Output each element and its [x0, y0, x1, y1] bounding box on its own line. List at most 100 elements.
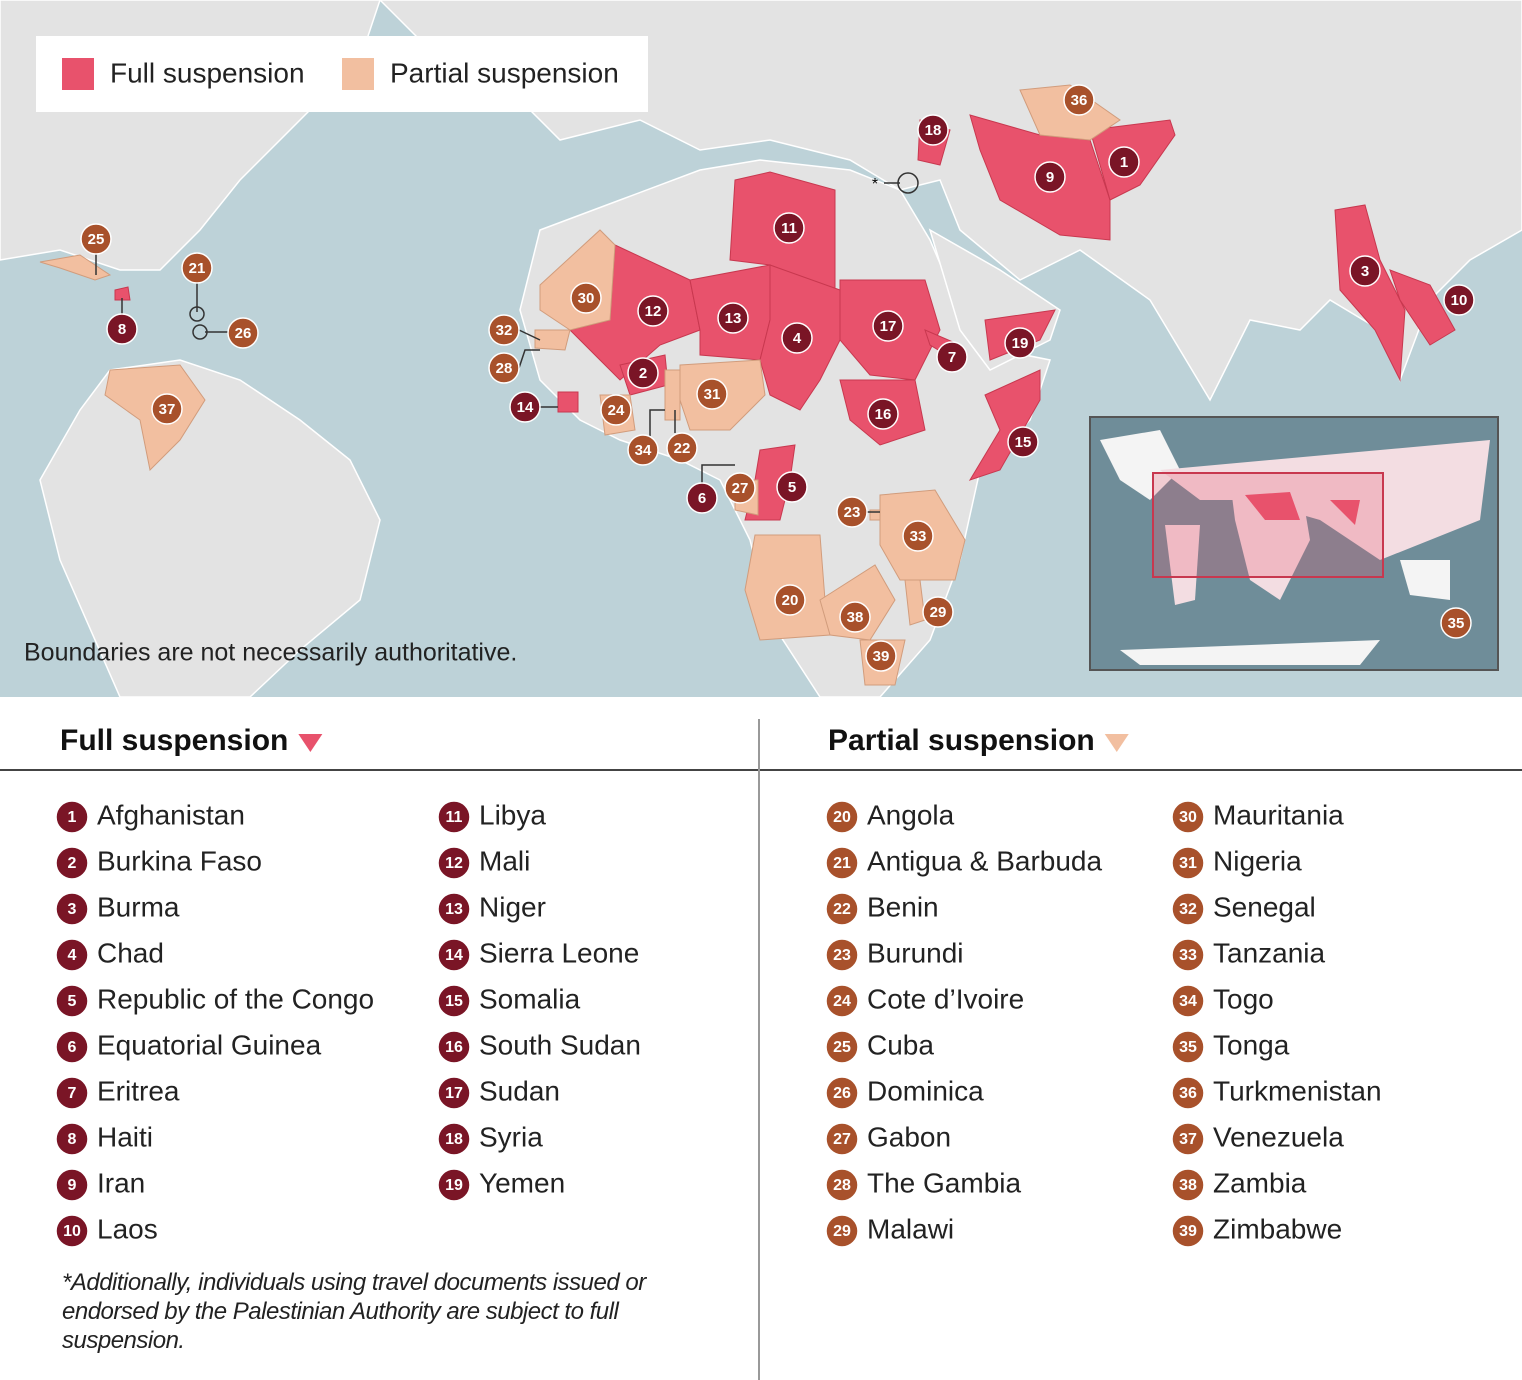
- number-marker: [627, 434, 659, 466]
- number-marker: [776, 471, 808, 503]
- country-name: Chad: [97, 937, 164, 968]
- number-marker: [151, 393, 183, 425]
- number-label: 22: [674, 440, 691, 457]
- number-marker: [488, 314, 520, 346]
- number-label: 15: [1015, 434, 1032, 451]
- country-name: Venezuela: [1213, 1121, 1344, 1152]
- number-label: 6: [68, 1039, 77, 1056]
- country-name: Cote d’Ivoire: [867, 983, 1024, 1014]
- country-name: Burma: [97, 891, 180, 922]
- number-marker: [437, 1030, 471, 1064]
- heading-triangle: [1104, 734, 1129, 752]
- number-label: 12: [645, 303, 662, 320]
- number-marker: [825, 892, 859, 926]
- country-name: Eritrea: [97, 1075, 180, 1106]
- number-label: 10: [63, 1223, 81, 1240]
- number-marker: [825, 938, 859, 972]
- number-marker: [55, 1076, 89, 1110]
- number-label: 39: [873, 648, 890, 665]
- number-label: 8: [68, 1131, 77, 1148]
- number-marker: [437, 1122, 471, 1156]
- number-label: 17: [445, 1085, 463, 1102]
- number-label: 3: [68, 901, 77, 918]
- number-marker: [570, 282, 602, 314]
- number-label: 2: [68, 855, 77, 872]
- number-marker: [55, 938, 89, 972]
- number-marker: [55, 892, 89, 926]
- number-label: 23: [844, 504, 861, 521]
- heading-triangle: [298, 734, 323, 752]
- number-label: 37: [159, 401, 176, 418]
- number-label: 30: [1179, 809, 1197, 826]
- number-marker: [1108, 146, 1140, 178]
- number-label: 17: [880, 318, 897, 335]
- country-name: Yemen: [479, 1167, 565, 1198]
- country-name: Zambia: [1213, 1167, 1307, 1198]
- number-marker: [839, 601, 871, 633]
- number-label: 23: [833, 947, 851, 964]
- number-label: 7: [68, 1085, 77, 1102]
- number-label: 39: [1179, 1223, 1197, 1240]
- legend-swatch-full: [62, 58, 94, 90]
- number-label: 33: [1179, 947, 1197, 964]
- number-marker: [1171, 1122, 1205, 1156]
- number-marker: [773, 212, 805, 244]
- country-lists: Full suspension Partial suspension 1 Afgh…: [0, 719, 1522, 1380]
- number-label: 26: [235, 325, 252, 342]
- number-marker: [488, 352, 520, 384]
- number-marker: [509, 391, 541, 423]
- number-label: 19: [1012, 335, 1029, 352]
- number-label: 15: [445, 993, 463, 1010]
- number-marker: [1007, 426, 1039, 458]
- number-label: 34: [1179, 993, 1197, 1010]
- number-label: 38: [1179, 1177, 1197, 1194]
- country-name: Angola: [867, 799, 955, 830]
- legend-swatch-partial: [342, 58, 374, 90]
- country-name: Somalia: [479, 983, 581, 1014]
- country-name: Benin: [867, 891, 939, 922]
- number-marker: [1171, 1168, 1205, 1202]
- legend-box: Full suspension Partial suspension: [36, 36, 648, 112]
- number-label: 27: [833, 1131, 851, 1148]
- country-name: Libya: [479, 799, 546, 830]
- country-name: Mauritania: [1213, 799, 1344, 830]
- number-marker: [825, 800, 859, 834]
- number-label: 33: [910, 528, 927, 545]
- number-label: 27: [732, 480, 749, 497]
- number-marker: [825, 984, 859, 1018]
- number-marker: [600, 394, 632, 426]
- number-label: 14: [445, 947, 463, 964]
- number-marker: [1171, 1076, 1205, 1110]
- number-label: 29: [930, 604, 947, 621]
- number-label: 18: [445, 1131, 463, 1148]
- number-marker: [825, 1168, 859, 1202]
- number-marker: [437, 846, 471, 880]
- country-name: Burundi: [867, 937, 964, 968]
- number-marker: [666, 432, 698, 464]
- number-marker: [1063, 84, 1095, 116]
- number-label: 16: [875, 406, 892, 423]
- footnote: *Additionally, individuals using travel …: [62, 1269, 646, 1354]
- number-marker: [1443, 284, 1475, 316]
- country-name: The Gambia: [867, 1167, 1021, 1198]
- number-marker: [437, 800, 471, 834]
- country-name: Haiti: [97, 1121, 153, 1152]
- number-marker: [1349, 255, 1381, 287]
- number-label: 25: [833, 1039, 851, 1056]
- number-label: 36: [1071, 92, 1088, 109]
- number-marker: [227, 317, 259, 349]
- asterisk: *: [872, 176, 878, 193]
- number-label: 11: [781, 220, 797, 237]
- number-label: 8: [118, 321, 126, 338]
- number-marker: [437, 938, 471, 972]
- number-marker: [1171, 984, 1205, 1018]
- number-label: 10: [1451, 292, 1468, 309]
- country-name: Sierra Leone: [479, 937, 639, 968]
- number-label: 38: [847, 609, 864, 626]
- number-marker: [902, 520, 934, 552]
- legend-label: Partial suspension: [390, 57, 619, 88]
- number-marker: [55, 1214, 89, 1248]
- number-marker: [1171, 938, 1205, 972]
- number-label: 2: [639, 365, 647, 382]
- country-name: Sudan: [479, 1075, 560, 1106]
